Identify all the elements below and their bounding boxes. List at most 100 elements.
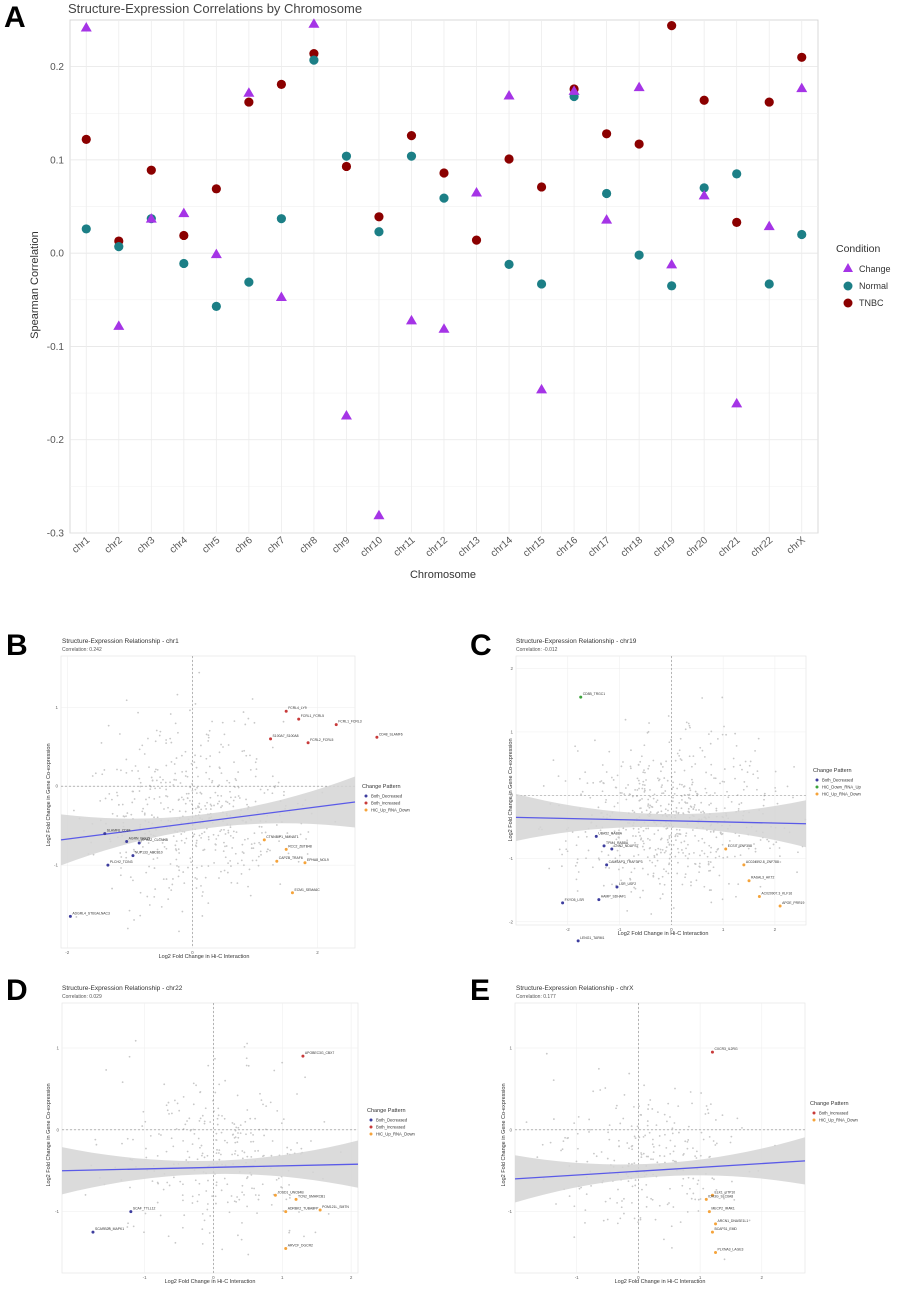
chart-b-background-point bbox=[159, 787, 161, 790]
chart-c-background-point bbox=[637, 853, 640, 856]
chart-d-highlight-point bbox=[129, 1210, 133, 1214]
chart-b-background-point bbox=[195, 842, 198, 844]
chart-e-background-point bbox=[715, 1188, 718, 1191]
chart-b-background-point bbox=[167, 806, 169, 809]
chart-e-background-point bbox=[664, 1133, 666, 1136]
chart-b-ylabel: Log2 Fold Change in Gene Co-expression bbox=[46, 743, 52, 846]
chart-b-background-point bbox=[107, 724, 110, 727]
chart-b-background-point bbox=[208, 765, 211, 768]
chart-b-background-point bbox=[94, 772, 97, 775]
chart-d-background-point bbox=[218, 1158, 221, 1161]
chart-c-gene-label: UBA52_RAB8A bbox=[598, 831, 622, 835]
chart-b-background-point bbox=[204, 805, 206, 807]
chart-a-point-normal bbox=[602, 188, 612, 199]
chart-c-background-point bbox=[677, 861, 679, 864]
chart-b-background-point bbox=[125, 758, 128, 761]
chart-b-background-point bbox=[206, 801, 208, 804]
chart-b-background-point bbox=[195, 839, 198, 842]
chart-c-background-point bbox=[639, 760, 642, 763]
chart-e-background-point bbox=[623, 1212, 625, 1215]
chart-b-background-point bbox=[190, 861, 192, 864]
chart-a-point-change bbox=[80, 21, 92, 32]
chart-b-background-point bbox=[125, 771, 128, 774]
chart-d-background-point bbox=[201, 1242, 204, 1245]
chart-b-background-point bbox=[237, 795, 240, 797]
chart-b-background-point bbox=[227, 831, 230, 834]
chart-a-point-tnbc bbox=[732, 217, 742, 228]
chart-d-background-point bbox=[298, 1211, 300, 1213]
chart-c-background-point bbox=[661, 766, 664, 768]
chart-b-background-point bbox=[282, 720, 285, 723]
chart-a-point-change bbox=[113, 320, 125, 330]
chart-b-background-point bbox=[139, 785, 142, 788]
panel-b-chart: Structure-Expression Relationship - chr1… bbox=[46, 638, 411, 960]
chart-c-background-point bbox=[672, 781, 674, 784]
chart-c-background-point bbox=[692, 808, 695, 811]
chart-d-background-point bbox=[156, 1154, 159, 1157]
chart-c-background-point bbox=[622, 827, 625, 830]
chart-a-title: Structure-Expression Correlations by Chr… bbox=[68, 1, 362, 16]
chart-c-background-point bbox=[691, 783, 693, 786]
chart-c-background-point bbox=[647, 767, 650, 770]
chart-b-highlight-point bbox=[125, 839, 129, 843]
chart-a-xtick-label: chr4 bbox=[168, 535, 190, 556]
chart-e-background-point bbox=[640, 1156, 643, 1159]
chart-c-background-point bbox=[660, 810, 663, 813]
chart-c-background-point bbox=[622, 761, 624, 763]
chart-c-background-point bbox=[753, 843, 755, 845]
chart-e-background-point bbox=[652, 1145, 655, 1148]
chart-b-background-point bbox=[214, 843, 217, 846]
chart-e-background-point bbox=[634, 1137, 637, 1140]
chart-d-background-point bbox=[142, 1110, 145, 1113]
chart-b-background-point bbox=[91, 775, 94, 777]
chart-b-background-point bbox=[219, 830, 222, 833]
chart-d-background-point bbox=[201, 1228, 204, 1231]
chart-b-background-point bbox=[186, 775, 189, 778]
chart-a-xtick-label: chr16 bbox=[554, 535, 581, 560]
chart-e-background-point bbox=[640, 1153, 643, 1156]
chart-b-background-point bbox=[140, 840, 143, 843]
chart-e-background-point bbox=[668, 1202, 670, 1204]
chart-b-background-point bbox=[286, 832, 289, 834]
chart-d-background-point bbox=[163, 1083, 166, 1086]
chart-c-background-point bbox=[641, 797, 643, 800]
chart-e-background-point bbox=[658, 1144, 661, 1147]
chart-c-background-point bbox=[663, 883, 666, 886]
chart-b-background-point bbox=[153, 816, 155, 819]
chart-d-background-point bbox=[288, 1183, 290, 1186]
chart-b-background-point bbox=[253, 721, 256, 724]
chart-b-xtick-label: 2 bbox=[316, 950, 319, 955]
chart-c-background-point bbox=[698, 871, 701, 874]
chart-b-background-point bbox=[116, 794, 119, 797]
chart-b-background-point bbox=[119, 852, 122, 854]
chart-e-background-point bbox=[636, 1125, 639, 1128]
chart-b-background-point bbox=[184, 750, 187, 753]
chart-d-background-point bbox=[215, 1184, 218, 1187]
chart-c-background-point bbox=[648, 859, 651, 862]
chart-c-background-point bbox=[552, 759, 555, 762]
chart-e-background-point bbox=[671, 1246, 673, 1249]
chart-b-background-point bbox=[138, 748, 141, 751]
chart-e-background-point bbox=[630, 1125, 633, 1128]
chart-b-background-point bbox=[172, 835, 175, 838]
chart-d-background-point bbox=[226, 1201, 229, 1204]
chart-b-background-point bbox=[155, 768, 157, 771]
chart-c-background-point bbox=[721, 843, 724, 846]
chart-b-highlight-point bbox=[103, 832, 107, 836]
chart-d-background-point bbox=[236, 1154, 239, 1157]
chart-d-title: Structure-Expression Relationship - chr2… bbox=[62, 985, 183, 992]
chart-b-background-point bbox=[203, 831, 206, 833]
chart-b-background-point bbox=[194, 788, 197, 791]
chart-c-background-point bbox=[589, 796, 592, 799]
chart-b-background-point bbox=[220, 743, 222, 746]
chart-b-background-point bbox=[241, 851, 244, 853]
chart-e-background-point bbox=[573, 1236, 576, 1239]
chart-b-highlight-point bbox=[106, 863, 110, 867]
chart-b-background-point bbox=[209, 755, 212, 757]
chart-c-background-point bbox=[646, 856, 649, 859]
chart-d-background-point bbox=[207, 1179, 209, 1182]
chart-b-legend-marker-3 bbox=[364, 808, 368, 812]
chart-d-background-point bbox=[203, 1120, 206, 1123]
chart-b-background-point bbox=[250, 847, 253, 850]
chart-c-background-point bbox=[578, 777, 581, 780]
